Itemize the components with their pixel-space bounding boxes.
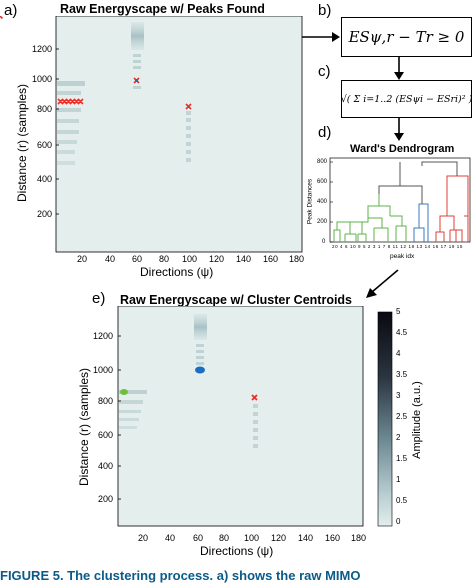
panel-e-xtick: 180 — [351, 533, 367, 543]
panel-a-xlabel: Directions (ψ) — [140, 265, 214, 279]
colorbar-tick: 3 — [396, 391, 401, 400]
panel-c-equation: √( Σ i=1..2 (ESψi − ESri)² ) — [340, 93, 473, 105]
arrow-a-to-b — [302, 32, 340, 42]
panel-e-xtick: 100 — [244, 533, 260, 543]
panel-e-xtick: 40 — [165, 533, 176, 543]
panel-d-title: Ward's Dendrogram — [350, 143, 455, 155]
panel-d-dendrogram — [329, 157, 471, 243]
panel-e-xtick: 80 — [219, 533, 230, 543]
panel-e-xtick: 120 — [271, 533, 287, 543]
panel-c-letter: c) — [318, 63, 331, 80]
colorbar-tick: 5 — [396, 307, 401, 316]
panel-e-xtick: 140 — [298, 533, 314, 543]
panel-e-ytick: 1200 — [93, 331, 114, 341]
panel-d-xlabel: peak idx — [390, 253, 415, 260]
centroid-blue — [195, 366, 205, 374]
panel-d-ylabel: Peak Distances — [306, 178, 314, 225]
colorbar-tick: 4 — [396, 349, 401, 358]
colorbar-tick: 2 — [396, 433, 401, 442]
panel-e-ytick: 600 — [98, 430, 114, 440]
panel-d-ytick: 800 — [317, 159, 328, 165]
panel-a-ytick: 800 — [37, 104, 53, 114]
panel-d-leaf-labels: 20 4 6 10 9 5 2 3 1 7 8 11 12 18 13 14 1… — [332, 244, 464, 249]
panel-d-ytick: 0 — [322, 239, 326, 245]
panel-a-ytick: 200 — [37, 209, 53, 219]
colorbar-tick: 0.5 — [396, 496, 408, 505]
panel-a-xtick: 20 — [77, 254, 88, 264]
colorbar-tick: 3.5 — [396, 370, 408, 379]
centroid-red — [251, 394, 258, 401]
panel-a-ylabel: Distance (r) (samples) — [15, 83, 29, 203]
panel-b-box: ESψ,r − Tr ≥ 0 — [341, 17, 472, 57]
panel-e-xlabel: Directions (ψ) — [200, 544, 274, 558]
arrow-c-to-d — [394, 118, 404, 141]
panel-a-ytick: 600 — [37, 140, 53, 150]
panel-b-equation: ESψ,r − Tr ≥ 0 — [348, 28, 465, 46]
panel-e-ytick: 1000 — [93, 365, 114, 375]
centroid-green — [120, 389, 128, 395]
panel-e-ytick: 800 — [98, 396, 114, 406]
panel-e-xtick: 160 — [325, 533, 341, 543]
panel-e-heatmap — [117, 306, 364, 527]
panel-d-ytick: 200 — [317, 219, 328, 225]
panel-e-ytick: 400 — [98, 461, 114, 471]
arrow-d-to-e — [366, 269, 399, 298]
panel-d-ytick: 400 — [317, 199, 328, 205]
colorbar-tick: 4.5 — [396, 328, 408, 337]
panel-e-title: Raw Energyscape w/ Cluster Centroids — [120, 293, 353, 307]
colorbar-tick: 2.5 — [396, 412, 408, 421]
colorbar-tick: 1.5 — [396, 454, 408, 463]
panel-a-xtick: 80 — [159, 254, 170, 264]
panel-a-xtick: 140 — [236, 254, 252, 264]
panel-a-ytick: 1200 — [32, 44, 53, 54]
panel-a-ytick: 400 — [37, 174, 53, 184]
panel-e-colorbar — [377, 311, 393, 527]
panel-e-xtick: 60 — [193, 533, 204, 543]
panel-a-heatmap — [0, 16, 303, 253]
arrow-b-to-c — [394, 57, 404, 80]
panel-e-xtick: 20 — [138, 533, 149, 543]
panel-d-ytick: 600 — [317, 179, 328, 185]
panel-a-xtick: 60 — [132, 254, 143, 264]
panel-d-letter: d) — [318, 124, 332, 141]
figure-caption: FIGURE 5. The clustering process. a) sho… — [0, 568, 361, 583]
panel-a-streaks-left — [57, 81, 85, 165]
panel-a-title: Raw Energyscape w/ Peaks Found — [60, 2, 265, 16]
panel-e-letter: e) — [92, 290, 106, 307]
panel-a-xtick: 100 — [182, 254, 198, 264]
colorbar-label: Amplitude (a.u.) — [411, 381, 423, 459]
panel-a-xtick: 40 — [105, 254, 116, 264]
panel-a-peak-markers — [0, 16, 4, 20]
panel-a-letter: a) — [4, 2, 18, 19]
panel-b-letter: b) — [318, 2, 332, 19]
panel-c-box: √( Σ i=1..2 (ESψi − ESri)² ) — [341, 80, 472, 118]
panel-a-xtick: 120 — [209, 254, 225, 264]
panel-a-smear-60 — [131, 22, 144, 50]
colorbar-tick: 0 — [396, 517, 401, 526]
panel-a-smear-100 — [186, 111, 191, 162]
panel-e-ytick: 200 — [98, 494, 114, 504]
panel-e-ylabel: Distance (r) (samples) — [77, 367, 91, 487]
panel-a-xtick: 160 — [263, 254, 279, 264]
panel-a-ytick: 1000 — [32, 74, 53, 84]
panel-a-xtick: 180 — [289, 254, 305, 264]
colorbar-tick: 1 — [396, 475, 401, 484]
